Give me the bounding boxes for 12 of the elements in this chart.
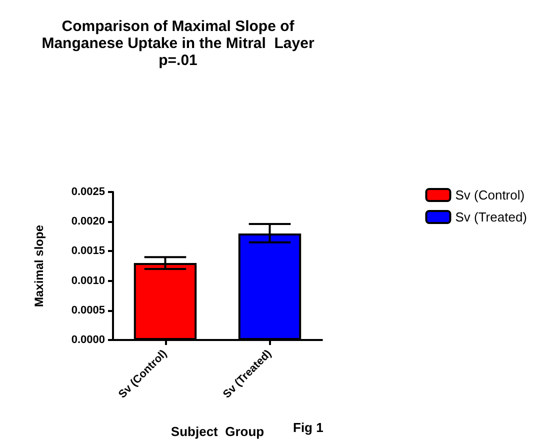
caption: Fig 1	[293, 420, 324, 435]
y-tick-label: 0.0005	[71, 304, 105, 316]
x-axis-title: Subject Group	[170, 424, 264, 439]
legend-label: Sv (Treated)	[455, 210, 528, 224]
y-tick-label: 0.0010	[71, 274, 105, 287]
chart-title: Comparison of Maximal Slope of Manganese Uptake in the Mitral Layer p=.01	[42, 18, 314, 69]
y-tick-label: 0.0025	[71, 186, 105, 198]
y-tick-label: 0.0020	[71, 216, 105, 228]
y-tick-label: 0.0015	[71, 245, 105, 258]
y-tick-label: 0.0000	[71, 334, 105, 346]
legend-label: Sv (Control)	[455, 188, 525, 202]
y-axis-title: Maximal slope	[32, 224, 46, 308]
